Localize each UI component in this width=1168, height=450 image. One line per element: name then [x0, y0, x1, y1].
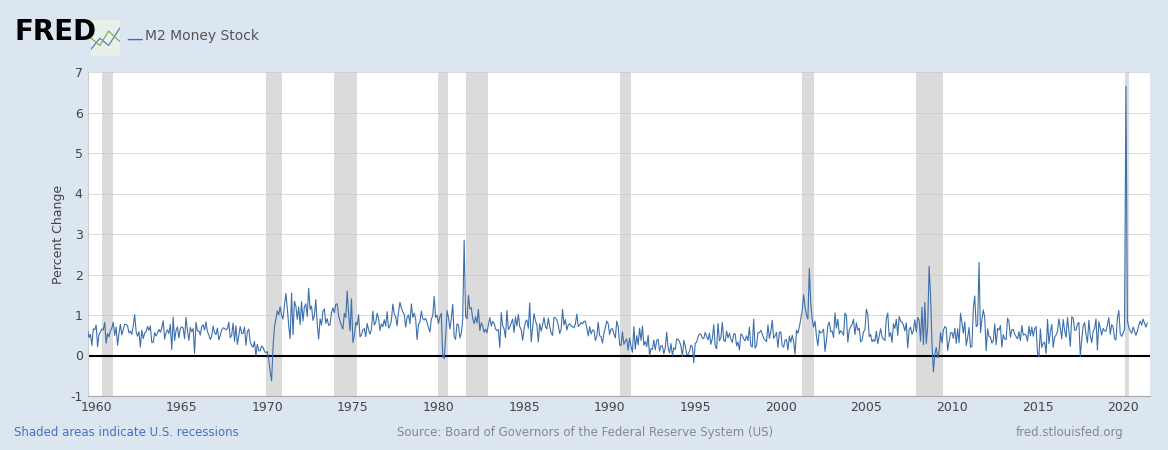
Text: Shaded areas indicate U.S. recessions: Shaded areas indicate U.S. recessions	[14, 426, 238, 439]
Text: —: —	[126, 29, 142, 47]
Y-axis label: Percent Change: Percent Change	[51, 184, 64, 284]
Bar	[916, 72, 944, 396]
Text: FRED: FRED	[14, 18, 96, 46]
Bar	[102, 72, 113, 396]
Bar	[334, 72, 357, 396]
Bar	[802, 72, 814, 396]
Text: Source: Board of Governors of the Federal Reserve System (US): Source: Board of Governors of the Federa…	[397, 426, 773, 439]
Text: M2 Money Stock: M2 Money Stock	[145, 29, 259, 43]
Text: fred.stlouisfed.org: fred.stlouisfed.org	[1016, 426, 1124, 439]
Bar	[1125, 72, 1128, 396]
Bar	[466, 72, 488, 396]
Bar	[619, 72, 631, 396]
Bar	[266, 72, 281, 396]
Bar	[438, 72, 449, 396]
